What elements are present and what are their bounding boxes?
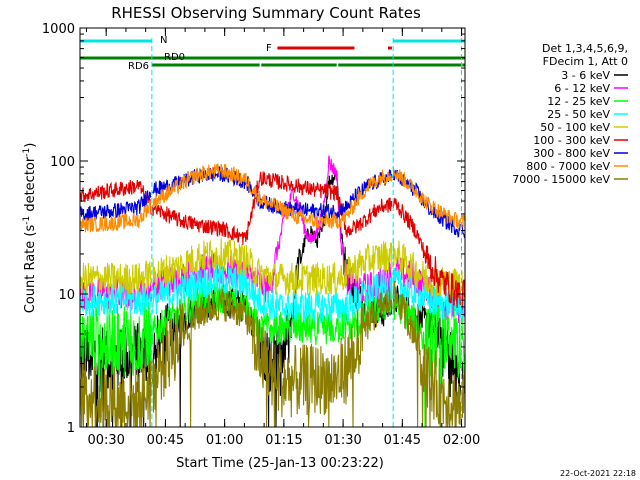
legend-label-3-6-kev: 3 - 6 keV: [561, 69, 610, 82]
y-tick-label: 1000: [42, 22, 75, 37]
x-tick-label: 02:00: [443, 433, 480, 448]
legend-label-12-25-kev: 12 - 25 keV: [547, 95, 610, 108]
series-layer: [79, 155, 466, 428]
series-line-25-50-kev: [79, 263, 466, 324]
x-tick-label: 00:30: [87, 433, 124, 448]
chart-title: RHESSI Observing Summary Count Rates: [111, 4, 421, 22]
y-tick-label: 10: [58, 288, 75, 303]
boundary-layer: [151, 38, 462, 427]
x-tick-label: 01:45: [384, 433, 421, 448]
x-tick-label: 01:00: [206, 433, 243, 448]
x-tick-label: 01:15: [265, 433, 302, 448]
x-axis: 00:30 00:45 01:00 01:15 01:30 01:45 02:00: [85, 28, 480, 448]
x-axis-label: Start Time (25-Jan-13 00:23:22): [176, 456, 384, 471]
legend-label-300-800-kev: 300 - 800 keV: [533, 147, 610, 160]
flag-label-n: N: [160, 35, 167, 46]
flag-label-rd0: RD0: [164, 52, 185, 63]
legend: Det 1,3,4,5,6,9, FDecim 1, Att 0 3 - 6 k…: [512, 42, 628, 186]
flag-label-rd6: RD6: [128, 61, 149, 72]
series-line-800-7000-kev: [79, 163, 466, 233]
y-axis-label: Count Rate (s-1 detector-1): [22, 143, 38, 314]
x-tick-label: 00:45: [147, 433, 184, 448]
legend-label-100-300-kev: 100 - 300 keV: [533, 134, 610, 147]
y-axis: 1 10 100 1000: [42, 22, 465, 436]
series-line-50-100-kev: [79, 237, 466, 301]
legend-header-line-1: Det 1,3,4,5,6,9,: [542, 42, 628, 55]
flag-label-f: F: [266, 43, 272, 54]
legend-label-800-7000-kev: 800 - 7000 keV: [526, 160, 610, 173]
legend-header-line-2: FDecim 1, Att 0: [543, 55, 628, 68]
plot-frame: [79, 27, 466, 428]
legend-label-6-12-kev: 6 - 12 keV: [554, 82, 610, 95]
legend-label-7000-15000-kev: 7000 - 15000 keV: [512, 173, 610, 186]
legend-label-50-100-kev: 50 - 100 keV: [540, 121, 610, 134]
series-line-12-25-kev: [79, 282, 466, 428]
flags-layer: N F RD0 RD6: [80, 35, 465, 72]
y-tick-label: 100: [50, 155, 75, 170]
legend-label-25-50-kev: 25 - 50 keV: [547, 108, 610, 121]
x-tick-label: 01:30: [324, 433, 361, 448]
y-tick-label: 1: [67, 421, 75, 436]
series-line-100-300-kev: [79, 171, 466, 311]
footer-date: 22-Oct-2021 22:18: [560, 469, 636, 478]
